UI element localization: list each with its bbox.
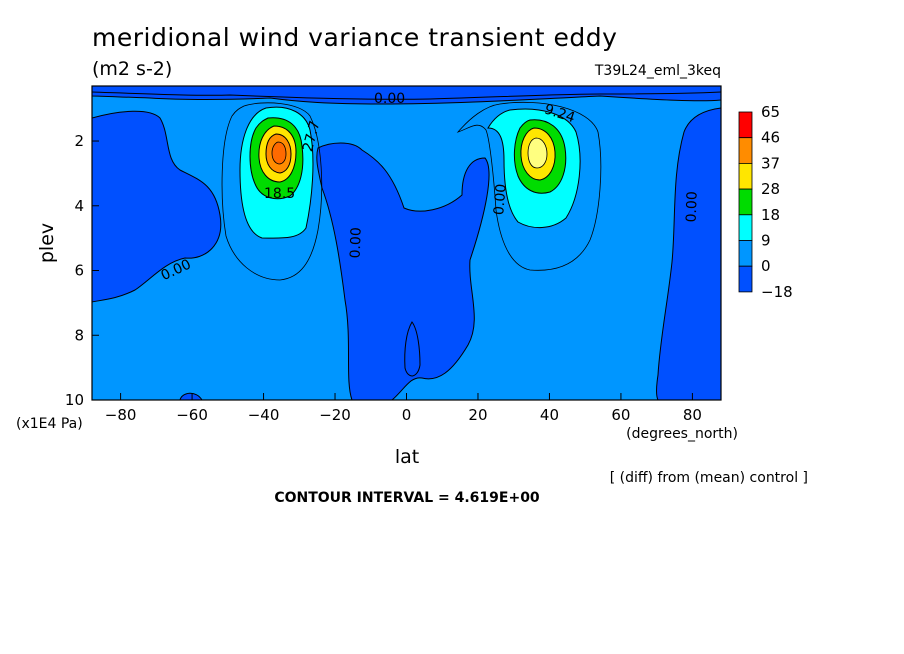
x-axis: −80 −60 −40 −20 0 20 40 60 80 [105, 393, 702, 424]
contour-label: 0.00 [374, 91, 405, 107]
top-contour-band [92, 91, 721, 100]
colorbar-label: 18 [761, 206, 780, 224]
colorbar-label: 65 [761, 103, 780, 121]
x-axis-label: lat [395, 446, 419, 468]
contour-label: 27.7 [300, 119, 324, 153]
north-band-core [527, 137, 548, 169]
contour-interval: CONTOUR INTERVAL = 4.619E+00 [274, 490, 540, 506]
colorbar-label: 28 [761, 180, 780, 198]
x-tick-label: −40 [248, 406, 280, 424]
negative-region-north [656, 107, 721, 400]
colorbar-swatch [738, 111, 753, 139]
colorbar-swatch [738, 162, 753, 190]
colorbar-swatch [738, 240, 753, 267]
diff-note: [ (diff) from (mean) control ] [610, 470, 808, 486]
y-tick-label: 10 [65, 391, 84, 409]
south-contour-thin [221, 102, 323, 281]
run-label: T39L24_eml_3keq [594, 63, 721, 79]
y-tick-label: 6 [74, 262, 84, 280]
x-axis-unit: (degrees_north) [626, 426, 738, 442]
x-tick-label: 40 [540, 406, 559, 424]
negative-island-equator [404, 321, 421, 377]
colorbar-label: 0 [761, 257, 771, 275]
negative-region-south [92, 110, 222, 303]
y-tick-label: 4 [74, 197, 84, 215]
y-tick-label: 2 [74, 132, 84, 150]
x-tick-label: 60 [611, 406, 630, 424]
colorbar-label: 37 [761, 154, 780, 172]
y-axis: 2 4 6 8 10 [65, 132, 99, 409]
plot-area: 0.00 9.24 18.5 27.7 0.00 0.00 0.00 0.00 [92, 86, 721, 400]
colorbar-label: −18 [761, 283, 793, 301]
colorbar-swatch [738, 188, 753, 216]
negative-region-tropics [316, 142, 490, 400]
north-contour-thin [456, 101, 602, 271]
contour-label: 0.00 [348, 227, 365, 259]
y-axis-unit: (x1E4 Pa) [16, 416, 83, 432]
x-tick-label: −60 [176, 406, 208, 424]
x-tick-label: −80 [105, 406, 137, 424]
chart-title: meridional wind variance transient eddy [92, 23, 617, 52]
contour-label: 18.5 [264, 186, 295, 202]
south-band-core [271, 141, 287, 165]
x-tick-label: 0 [402, 406, 412, 424]
colorbar-swatch [738, 214, 753, 241]
colorbar-label: 9 [761, 232, 771, 250]
negative-region-top [92, 86, 721, 105]
contour-label: 0.00 [491, 183, 510, 215]
colorbar-swatch [738, 265, 753, 293]
contour-label: 0.00 [684, 191, 701, 223]
y-tick-label: 8 [74, 326, 84, 344]
y-axis-label: plev [36, 223, 58, 263]
x-tick-label: −20 [319, 406, 351, 424]
colorbar: 65 46 37 28 18 9 0 −18 [738, 103, 793, 301]
colorbar-label: 46 [761, 129, 780, 147]
colorbar-swatch [738, 137, 753, 164]
x-tick-label: 20 [468, 406, 487, 424]
chart-units: (m2 s-2) [92, 58, 172, 80]
x-tick-label: 80 [683, 406, 702, 424]
